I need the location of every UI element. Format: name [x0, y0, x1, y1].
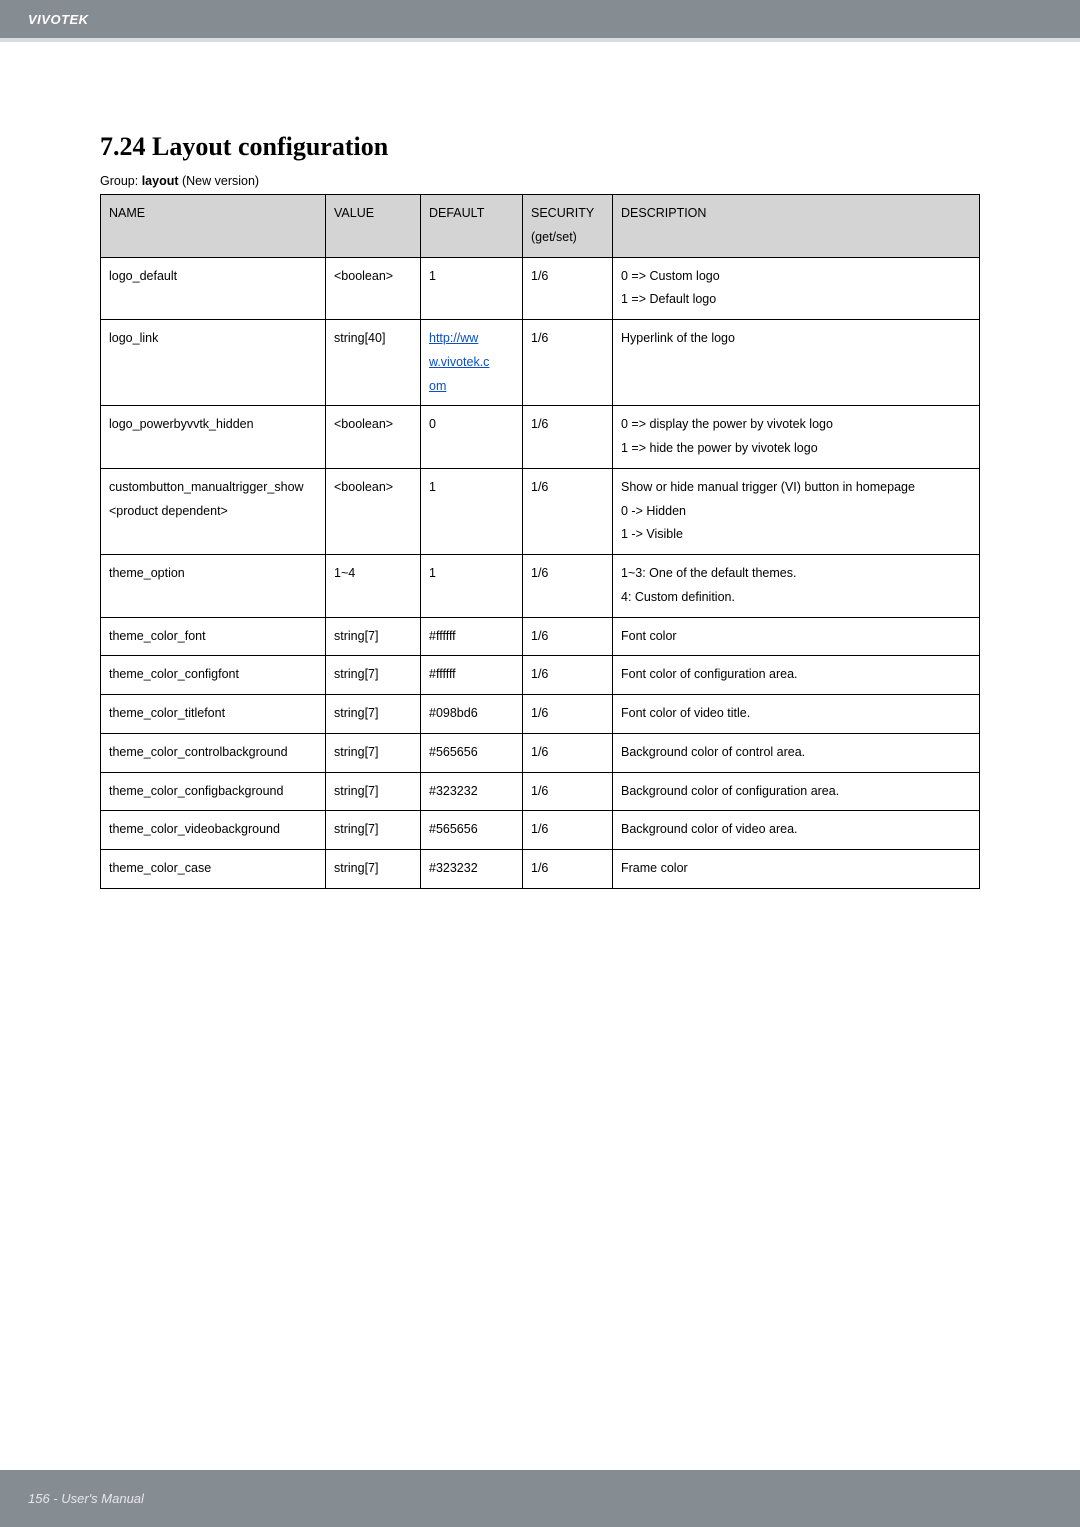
- cell-name: theme_color_font: [101, 617, 326, 656]
- cell-default: 1: [421, 257, 523, 320]
- cell-desc: Hyperlink of the logo: [613, 320, 980, 406]
- cell-name: logo_default: [101, 257, 326, 320]
- cell-security: 1/6: [523, 811, 613, 850]
- cell-desc: Font color of video title.: [613, 695, 980, 734]
- params-table: NAME VALUE DEFAULT SECURITY (get/set) DE…: [100, 194, 980, 889]
- cell-value: string[7]: [326, 811, 421, 850]
- table-row: logo_linkstring[40]http://www.vivotek.co…: [101, 320, 980, 406]
- cell-name: theme_color_case: [101, 850, 326, 889]
- cell-value: string[7]: [326, 695, 421, 734]
- cell-desc: Frame color: [613, 850, 980, 889]
- cell-default: 1: [421, 555, 523, 618]
- cell-default: #ffffff: [421, 656, 523, 695]
- cell-desc: 1~3: One of the default themes.4: Custom…: [613, 555, 980, 618]
- col-header-desc: DESCRIPTION: [613, 195, 980, 258]
- cell-default: http://www.vivotek.com: [421, 320, 523, 406]
- cell-name: theme_color_videobackground: [101, 811, 326, 850]
- cell-name: custombutton_manualtrigger_show<product …: [101, 468, 326, 554]
- cell-value: <boolean>: [326, 468, 421, 554]
- cell-security: 1/6: [523, 406, 613, 469]
- table-header-row: NAME VALUE DEFAULT SECURITY (get/set) DE…: [101, 195, 980, 258]
- cell-default: #ffffff: [421, 617, 523, 656]
- cell-security: 1/6: [523, 850, 613, 889]
- cell-default: #323232: [421, 850, 523, 889]
- group-name: layout: [142, 174, 179, 188]
- cell-name: logo_link: [101, 320, 326, 406]
- col-header-security: SECURITY (get/set): [523, 195, 613, 258]
- cell-desc: Background color of configuration area.: [613, 772, 980, 811]
- cell-name: theme_option: [101, 555, 326, 618]
- cell-security: 1/6: [523, 695, 613, 734]
- cell-security: 1/6: [523, 320, 613, 406]
- table-row: theme_color_titlefontstring[7]#098bd61/6…: [101, 695, 980, 734]
- cell-name: theme_color_configbackground: [101, 772, 326, 811]
- cell-value: string[40]: [326, 320, 421, 406]
- cell-name: theme_color_configfont: [101, 656, 326, 695]
- cell-security: 1/6: [523, 656, 613, 695]
- cell-desc: Show or hide manual trigger (VI) button …: [613, 468, 980, 554]
- cell-value: string[7]: [326, 772, 421, 811]
- table-body: logo_default<boolean>11/60 => Custom log…: [101, 257, 980, 888]
- page-header: VIVOTEK: [0, 0, 1080, 42]
- group-line: Group: layout (New version): [100, 174, 980, 188]
- cell-value: <boolean>: [326, 406, 421, 469]
- table-row: theme_color_videobackgroundstring[7]#565…: [101, 811, 980, 850]
- cell-value: string[7]: [326, 733, 421, 772]
- cell-default: #323232: [421, 772, 523, 811]
- cell-default: 0: [421, 406, 523, 469]
- table-row: logo_powerbyvvtk_hidden<boolean>01/60 =>…: [101, 406, 980, 469]
- cell-desc: Background color of control area.: [613, 733, 980, 772]
- cell-security: 1/6: [523, 772, 613, 811]
- col-header-default: DEFAULT: [421, 195, 523, 258]
- table-row: theme_color_casestring[7]#3232321/6Frame…: [101, 850, 980, 889]
- cell-desc: Font color: [613, 617, 980, 656]
- cell-security: 1/6: [523, 257, 613, 320]
- cell-default: 1: [421, 468, 523, 554]
- cell-security: 1/6: [523, 555, 613, 618]
- cell-desc: Font color of configuration area.: [613, 656, 980, 695]
- page-footer: 156 - User's Manual: [0, 1470, 1080, 1527]
- table-row: theme_color_configbackgroundstring[7]#32…: [101, 772, 980, 811]
- cell-default: #098bd6: [421, 695, 523, 734]
- page: VIVOTEK 7.24 Layout configuration Group:…: [0, 0, 1080, 1527]
- cell-value: string[7]: [326, 656, 421, 695]
- content-area: 7.24 Layout configuration Group: layout …: [0, 42, 1080, 929]
- brand-logo-text: VIVOTEK: [28, 12, 89, 27]
- cell-security: 1/6: [523, 468, 613, 554]
- default-link[interactable]: http://www.vivotek.com: [429, 331, 489, 393]
- group-prefix: Group:: [100, 174, 142, 188]
- cell-value: string[7]: [326, 617, 421, 656]
- footer-page-number: 156 - User's Manual: [28, 1491, 144, 1506]
- cell-security: 1/6: [523, 617, 613, 656]
- table-row: theme_option1~411/61~3: One of the defau…: [101, 555, 980, 618]
- group-suffix: (New version): [179, 174, 260, 188]
- cell-value: 1~4: [326, 555, 421, 618]
- col-header-value: VALUE: [326, 195, 421, 258]
- col-header-name: NAME: [101, 195, 326, 258]
- cell-name: theme_color_titlefont: [101, 695, 326, 734]
- cell-desc: Background color of video area.: [613, 811, 980, 850]
- table-row: custombutton_manualtrigger_show<product …: [101, 468, 980, 554]
- cell-value: string[7]: [326, 850, 421, 889]
- table-row: theme_color_configfontstring[7]#ffffff1/…: [101, 656, 980, 695]
- table-row: theme_color_fontstring[7]#ffffff1/6Font …: [101, 617, 980, 656]
- table-row: logo_default<boolean>11/60 => Custom log…: [101, 257, 980, 320]
- section-title: 7.24 Layout configuration: [100, 132, 980, 162]
- cell-name: logo_powerbyvvtk_hidden: [101, 406, 326, 469]
- cell-desc: 0 => display the power by vivotek logo1 …: [613, 406, 980, 469]
- cell-default: #565656: [421, 811, 523, 850]
- cell-security: 1/6: [523, 733, 613, 772]
- table-row: theme_color_controlbackgroundstring[7]#5…: [101, 733, 980, 772]
- cell-desc: 0 => Custom logo1 => Default logo: [613, 257, 980, 320]
- cell-value: <boolean>: [326, 257, 421, 320]
- cell-name: theme_color_controlbackground: [101, 733, 326, 772]
- cell-default: #565656: [421, 733, 523, 772]
